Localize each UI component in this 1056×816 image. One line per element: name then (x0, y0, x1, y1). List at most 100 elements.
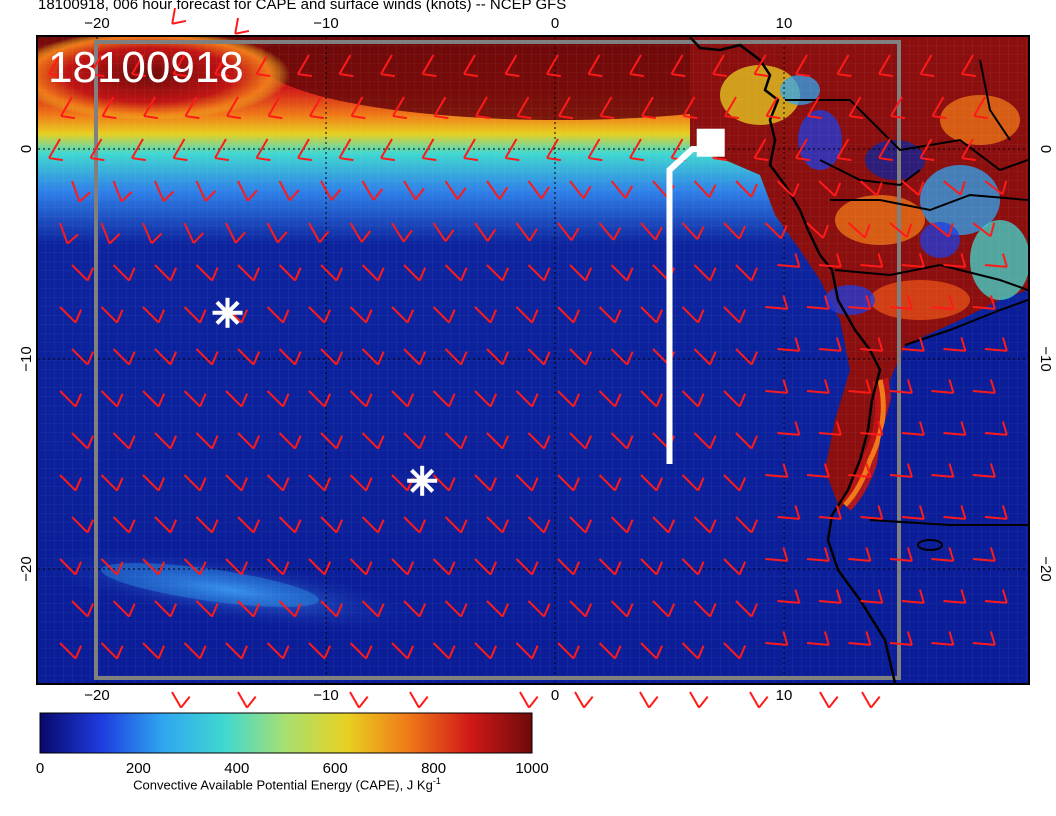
wind-barb (693, 432, 717, 450)
wind-barb (59, 558, 83, 576)
wind-barb (777, 505, 801, 520)
wind-barb (112, 432, 136, 450)
wind-barb (777, 589, 801, 604)
wind-barb (640, 474, 664, 492)
wind-barb (432, 642, 456, 660)
wind-barb (569, 348, 593, 366)
x-tick-top: −10 (313, 15, 338, 32)
wind-barb (836, 138, 852, 162)
wind-barb (901, 337, 925, 352)
wind-barb (320, 180, 342, 201)
wind-barb (919, 138, 935, 162)
wind-barb (195, 180, 217, 202)
wind-barb (546, 138, 561, 162)
wind-barb (943, 253, 967, 268)
wind-barb (598, 222, 622, 241)
wind-barb (610, 348, 634, 366)
wind-barb (237, 264, 261, 282)
wind-barb (266, 222, 288, 244)
map-title: 18100918, 006 hour forecast for CAPE and… (38, 0, 567, 13)
wind-barb (349, 474, 373, 492)
wind-barb (71, 600, 95, 618)
wind-barb (878, 54, 893, 78)
wind-barb (183, 222, 205, 244)
wind-barb (361, 348, 385, 366)
wind-barb (154, 348, 178, 366)
wind-barb (100, 642, 124, 660)
wind-barb (693, 180, 717, 198)
coastline-path (689, 37, 897, 683)
wind-barb (100, 306, 124, 324)
wind-barb (598, 390, 622, 408)
wind-barb (237, 600, 261, 618)
wind-barb (474, 222, 497, 242)
wind-barb (266, 306, 290, 324)
wind-barb (901, 505, 925, 520)
wind-barb (640, 558, 664, 576)
wind-barb (860, 337, 884, 352)
fine-grid (38, 37, 1028, 683)
colorbar-label: Convective Available Potential Energy (C… (0, 776, 574, 792)
wind-barb (225, 642, 249, 660)
x-tick-bottom: −20 (84, 687, 109, 704)
wind-barb (598, 474, 622, 492)
colorbar-tick-label: 0 (36, 760, 44, 777)
wind-barb (527, 348, 551, 366)
wind-barb (776, 180, 800, 198)
wind-barb (183, 474, 207, 492)
wind-barb (610, 180, 634, 199)
wind-barb (403, 180, 425, 201)
flight-track (666, 128, 725, 464)
wind-barb (444, 348, 468, 366)
wind-barb (320, 600, 344, 618)
border-path (785, 99, 1028, 172)
wind-barb (195, 516, 219, 534)
wind-barb (693, 516, 717, 534)
wind-barb (308, 642, 332, 660)
wind-barb (984, 421, 1008, 436)
wind-barb (391, 222, 413, 243)
wind-barb (527, 432, 551, 450)
wind-barb (848, 379, 872, 394)
wind-barb (112, 180, 133, 203)
wind-barb (504, 138, 520, 162)
wind-barb (515, 642, 539, 660)
wind-barb (806, 295, 830, 310)
wind-barb (693, 600, 717, 618)
wind-barb (380, 54, 395, 78)
wind-barb (557, 642, 581, 660)
wind-barb (486, 516, 510, 534)
wind-barb (557, 306, 581, 324)
wind-barb (237, 432, 261, 450)
wind-barb (735, 180, 758, 198)
wind-barb (142, 642, 166, 660)
wind-barb (640, 642, 664, 660)
wind-barb (195, 600, 219, 618)
wind-barb (308, 222, 330, 243)
wind-barb (569, 180, 592, 199)
border-path (819, 159, 921, 187)
wind-barb (142, 558, 166, 576)
wind-barb (931, 379, 955, 394)
colorbar-label-text: Convective Available Potential Energy (C… (133, 777, 433, 793)
wind-barb (610, 432, 634, 450)
wind-barb (225, 222, 246, 244)
wind-barb (972, 463, 996, 478)
wind-barb (931, 96, 947, 120)
wind-barb (432, 474, 456, 492)
wind-barb (652, 600, 676, 618)
wind-barb (444, 432, 468, 450)
wind-barb (901, 253, 925, 268)
wind-barb (889, 222, 913, 238)
time-stamp: 18100918 (48, 43, 244, 92)
wind-barbs-outside (171, 7, 881, 709)
wind-barb (652, 516, 676, 534)
y-tick-right: 0 (1037, 145, 1054, 153)
wind-barb (391, 558, 415, 576)
wind-barb (308, 558, 332, 576)
colorbar-tick-label: 400 (224, 760, 249, 777)
x-tick-bottom: 10 (776, 687, 793, 704)
wind-barb (403, 348, 427, 366)
wind-barb (403, 600, 427, 618)
border-path (834, 263, 1028, 291)
